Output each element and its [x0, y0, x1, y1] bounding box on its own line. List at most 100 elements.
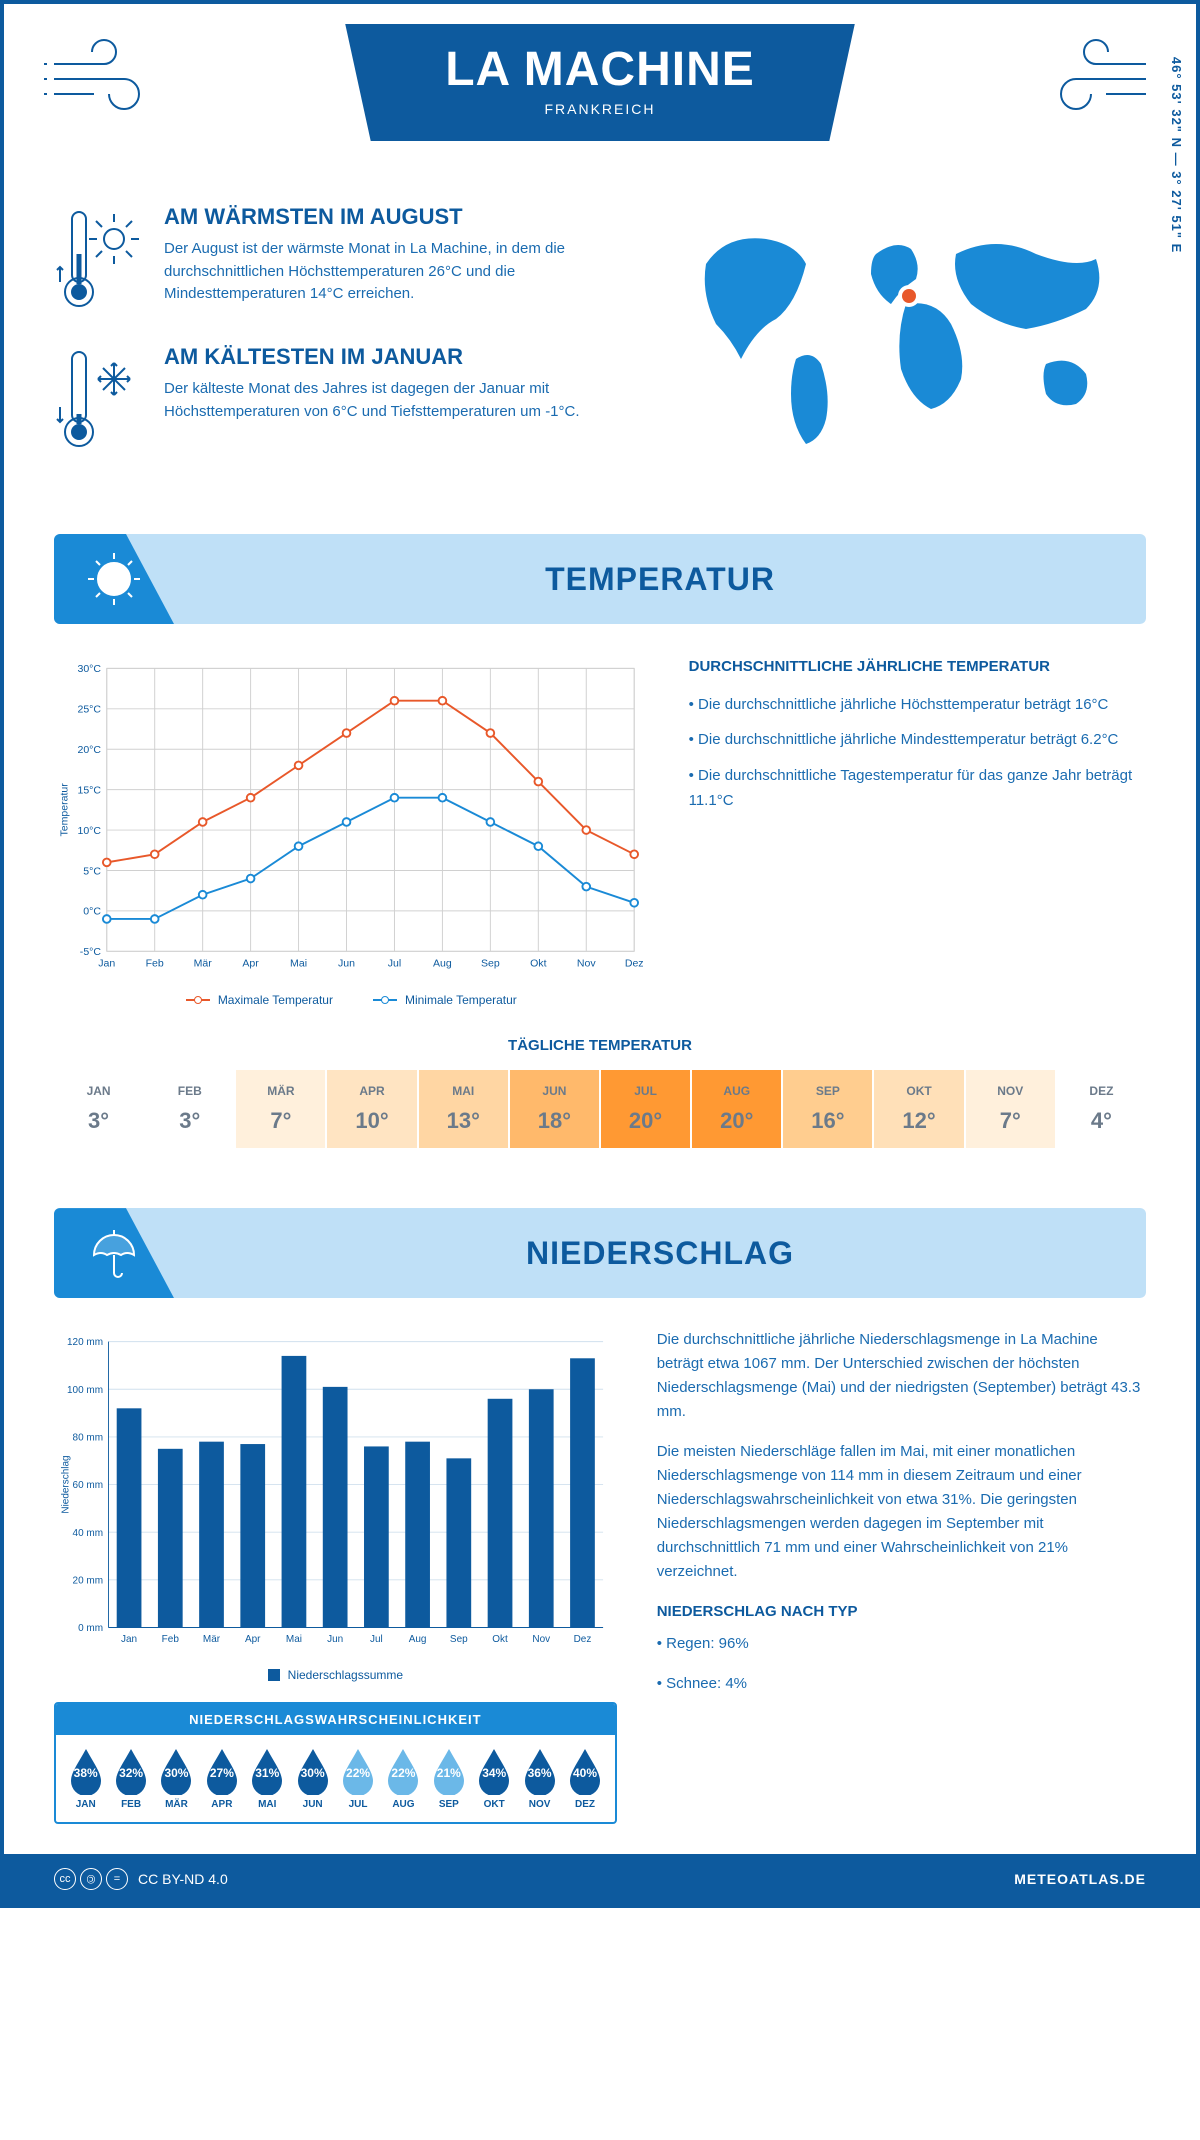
probability-box: NIEDERSCHLAGSWAHRSCHEINLICHKEIT 38% JAN … [54, 1702, 617, 1824]
probability-cell: 36% NOV [518, 1747, 561, 1810]
precipitation-text: Die durchschnittliche jährliche Niedersc… [657, 1328, 1146, 1824]
svg-text:-5°C: -5°C [80, 946, 102, 958]
svg-text:Sep: Sep [450, 1634, 468, 1645]
temp-info-title: DURCHSCHNITTLICHE JÄHRLICHE TEMPERATUR [689, 654, 1146, 680]
svg-text:Jan: Jan [98, 958, 115, 970]
probability-cell: 30% MÄR [155, 1747, 198, 1810]
svg-text:Apr: Apr [245, 1634, 261, 1645]
temperature-header: TEMPERATUR [54, 534, 1146, 624]
temp-bullet: • Die durchschnittliche jährliche Mindes… [689, 727, 1146, 753]
precip-p2: Die meisten Niederschläge fallen im Mai,… [657, 1440, 1146, 1584]
svg-text:5°C: 5°C [83, 865, 101, 877]
temperature-legend: Maximale Temperatur Minimale Temperatur [54, 993, 649, 1007]
svg-text:100 mm: 100 mm [67, 1385, 103, 1396]
probability-cell: 22% JUL [336, 1747, 379, 1810]
license-text: CC BY-ND 4.0 [138, 1871, 228, 1887]
precip-type-bullet: • Regen: 96% [657, 1632, 1146, 1656]
coldest-block: AM KÄLTESTEN IM JANUAR Der kälteste Mona… [54, 344, 626, 454]
legend-min: Minimale Temperatur [405, 993, 517, 1007]
cc-icons: cc 🄯 = [54, 1868, 128, 1890]
svg-text:0°C: 0°C [83, 906, 101, 918]
footer: cc 🄯 = CC BY-ND 4.0 METEOATLAS.DE [4, 1854, 1196, 1904]
coordinates: 46° 53' 32" N — 3° 27' 51" E [1169, 57, 1184, 253]
svg-text:Niederschlag: Niederschlag [61, 1456, 72, 1514]
probability-cell: 30% JUN [291, 1747, 334, 1810]
legend-precip: Niederschlagssumme [288, 1668, 403, 1682]
wind-icon [1036, 34, 1156, 124]
country-name: FRANKREICH [445, 101, 755, 117]
svg-text:Jul: Jul [370, 1634, 383, 1645]
svg-text:30°C: 30°C [77, 663, 101, 675]
umbrella-icon [84, 1223, 144, 1283]
intro-section: AM WÄRMSTEN IM AUGUST Der August ist der… [4, 184, 1196, 514]
precip-type-title: NIEDERSCHLAG NACH TYP [657, 1600, 1146, 1624]
warmest-title: AM WÄRMSTEN IM AUGUST [164, 204, 626, 230]
precipitation-legend: Niederschlagssumme [54, 1668, 617, 1682]
daily-temp-cell: MAI13° [419, 1070, 508, 1148]
legend-max: Maximale Temperatur [218, 993, 333, 1007]
precip-type-bullet: • Schnee: 4% [657, 1672, 1146, 1696]
svg-text:Aug: Aug [409, 1634, 427, 1645]
daily-temp-cell: MÄR7° [236, 1070, 325, 1148]
svg-text:60 mm: 60 mm [73, 1480, 103, 1491]
temperature-chart: -5°C0°C5°C10°C15°C20°C25°C30°CJanFebMärA… [54, 654, 649, 1007]
svg-text:Apr: Apr [242, 958, 259, 970]
svg-text:Feb: Feb [146, 958, 164, 970]
daily-temp-cell: JUN18° [510, 1070, 599, 1148]
svg-text:25°C: 25°C [77, 704, 101, 716]
svg-text:Temperatur: Temperatur [58, 783, 70, 837]
probability-cell: 32% FEB [109, 1747, 152, 1810]
nd-icon: = [106, 1868, 128, 1890]
svg-text:Jan: Jan [121, 1634, 137, 1645]
svg-text:Okt: Okt [492, 1634, 508, 1645]
daily-temp-cell: APR10° [327, 1070, 416, 1148]
svg-text:Sep: Sep [481, 958, 500, 970]
coldest-title: AM KÄLTESTEN IM JANUAR [164, 344, 626, 370]
header: LA MACHINE FRANKREICH [4, 4, 1196, 184]
svg-text:40 mm: 40 mm [73, 1528, 103, 1539]
svg-text:15°C: 15°C [77, 784, 101, 796]
world-map-icon [666, 204, 1146, 464]
svg-text:Mär: Mär [194, 958, 213, 970]
daily-temp-title: TÄGLICHE TEMPERATUR [54, 1037, 1146, 1054]
svg-text:Mai: Mai [290, 958, 307, 970]
daily-temp-cell: NOV7° [966, 1070, 1055, 1148]
svg-text:Mär: Mär [203, 1634, 221, 1645]
daily-temperature: TÄGLICHE TEMPERATUR JAN3°FEB3°MÄR7°APR10… [4, 1037, 1196, 1188]
svg-text:Nov: Nov [577, 958, 596, 970]
precipitation-chart: 0 mm20 mm40 mm60 mm80 mm100 mm120 mmNied… [54, 1328, 617, 1655]
city-name: LA MACHINE [445, 42, 755, 97]
svg-text:Aug: Aug [433, 958, 452, 970]
svg-text:Okt: Okt [530, 958, 546, 970]
temp-bullet: • Die durchschnittliche jährliche Höchst… [689, 692, 1146, 718]
daily-temp-cell: FEB3° [145, 1070, 234, 1148]
precip-p1: Die durchschnittliche jährliche Niedersc… [657, 1328, 1146, 1424]
daily-temp-cell: OKT12° [874, 1070, 963, 1148]
svg-text:10°C: 10°C [77, 825, 101, 837]
wind-icon [44, 34, 164, 124]
svg-text:80 mm: 80 mm [73, 1433, 103, 1444]
warmest-text: Der August ist der wärmste Monat in La M… [164, 238, 626, 306]
svg-text:120 mm: 120 mm [67, 1337, 103, 1348]
daily-temp-cell: JAN3° [54, 1070, 143, 1148]
svg-text:Dez: Dez [625, 958, 644, 970]
temp-bullet: • Die durchschnittliche Tagestemperatur … [689, 763, 1146, 814]
daily-temp-cell: AUG20° [692, 1070, 781, 1148]
cc-icon: cc [54, 1868, 76, 1890]
svg-text:Jul: Jul [388, 958, 401, 970]
svg-text:Jun: Jun [327, 1634, 343, 1645]
probability-title: NIEDERSCHLAGSWAHRSCHEINLICHKEIT [56, 1704, 615, 1735]
probability-cell: 31% MAI [246, 1747, 289, 1810]
coldest-text: Der kälteste Monat des Jahres ist dagege… [164, 378, 626, 423]
sun-icon [84, 549, 144, 609]
probability-cell: 40% DEZ [563, 1747, 606, 1810]
by-icon: 🄯 [80, 1868, 102, 1890]
world-map-block: 46° 53' 32" N — 3° 27' 51" E [666, 204, 1146, 484]
probability-cell: 22% AUG [382, 1747, 425, 1810]
svg-text:Dez: Dez [574, 1634, 592, 1645]
thermometer-hot-icon [54, 204, 144, 314]
probability-cell: 38% JAN [64, 1747, 107, 1810]
warmest-block: AM WÄRMSTEN IM AUGUST Der August ist der… [54, 204, 626, 314]
svg-text:0 mm: 0 mm [78, 1623, 103, 1634]
probability-cell: 34% OKT [473, 1747, 516, 1810]
